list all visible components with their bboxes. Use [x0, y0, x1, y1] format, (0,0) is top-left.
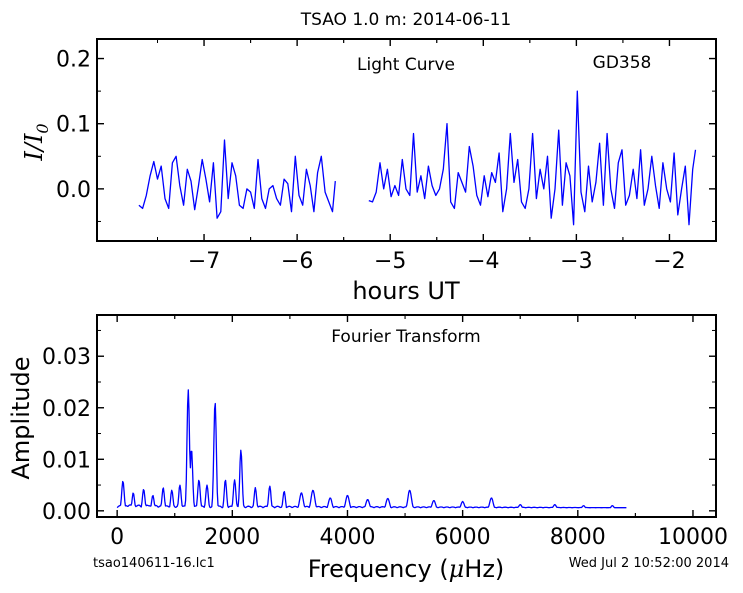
- x-tick-label: −6: [281, 249, 313, 274]
- y-tick-label: 0.02: [42, 397, 91, 422]
- y-tick-label: 0.03: [42, 345, 91, 370]
- series-line-1: [138, 139, 336, 219]
- x-tick-label: −4: [467, 249, 499, 274]
- xlabel-base: Frequency (: [308, 555, 449, 583]
- ylabel-subscript: 0: [33, 123, 52, 133]
- light-curve-panel: −7 −6 −5 −4 −3 −20.00.10.2 Light Curve GD358 …: [20, 38, 717, 305]
- figure-title: TSAO 1.0 m: 2014-06-11: [300, 10, 512, 30]
- star-name-annotation: GD358: [593, 53, 652, 73]
- y-tick-label: 0.01: [42, 448, 91, 473]
- light-curve-ticks: −7 −6 −5 −4 −3 −2 0.0 0.1 0.2: [56, 39, 716, 274]
- x-tick-label: 10000: [658, 525, 728, 550]
- xlabel-mu: μ: [449, 555, 465, 583]
- y-tick-label: 0.00: [42, 500, 91, 525]
- x-tick-label: 0: [110, 525, 124, 550]
- ylabel-base: I/I: [20, 133, 48, 162]
- light-curve-annotation: Light Curve: [357, 55, 455, 75]
- light-curve-frame: [96, 38, 717, 242]
- x-tick-label: −7: [188, 249, 220, 274]
- footer-timestamp: Wed Jul 2 10:52:00 2014: [569, 556, 729, 571]
- fourier-xlabel: Frequency (μHz): [308, 555, 505, 583]
- fourier-ylabel: Amplitude: [7, 357, 35, 480]
- y-tick-label: 0.2: [56, 48, 91, 73]
- xlabel-end: Hz): [464, 555, 504, 583]
- light-curve-xlabel: hours UT: [352, 277, 460, 305]
- fourier-ticks: 0 2000 4000 6000 8000 10000 0.00 0.01 0.02 0.03: [42, 315, 728, 550]
- y-tick-label: 0.1: [56, 113, 91, 138]
- y-tick-label: 0.0: [56, 178, 91, 203]
- fourier-frame: [96, 314, 717, 518]
- fourier-lines: [116, 389, 627, 509]
- x-tick-label: 8000: [550, 525, 606, 550]
- fourier-panel: 0 2000 4000 6000 8000 10000 0.00 0.01 0.02 0.03 F…: [7, 314, 728, 583]
- series-line-2: [368, 90, 697, 226]
- x-tick-label: 2000: [204, 525, 260, 550]
- light-curve-lines: [138, 90, 697, 226]
- fourier-annotation: Fourier Transform: [331, 327, 480, 347]
- x-tick-label: −2: [653, 249, 685, 274]
- series-line-1: [116, 389, 627, 509]
- x-tick-label: −5: [374, 249, 406, 274]
- footer-filename: tsao140611-16.lc1: [93, 556, 215, 571]
- x-tick-label: 4000: [319, 525, 375, 550]
- light-curve-ylabel: I/I0: [20, 123, 52, 161]
- x-tick-label: 6000: [435, 525, 491, 550]
- x-tick-label: −3: [560, 249, 592, 274]
